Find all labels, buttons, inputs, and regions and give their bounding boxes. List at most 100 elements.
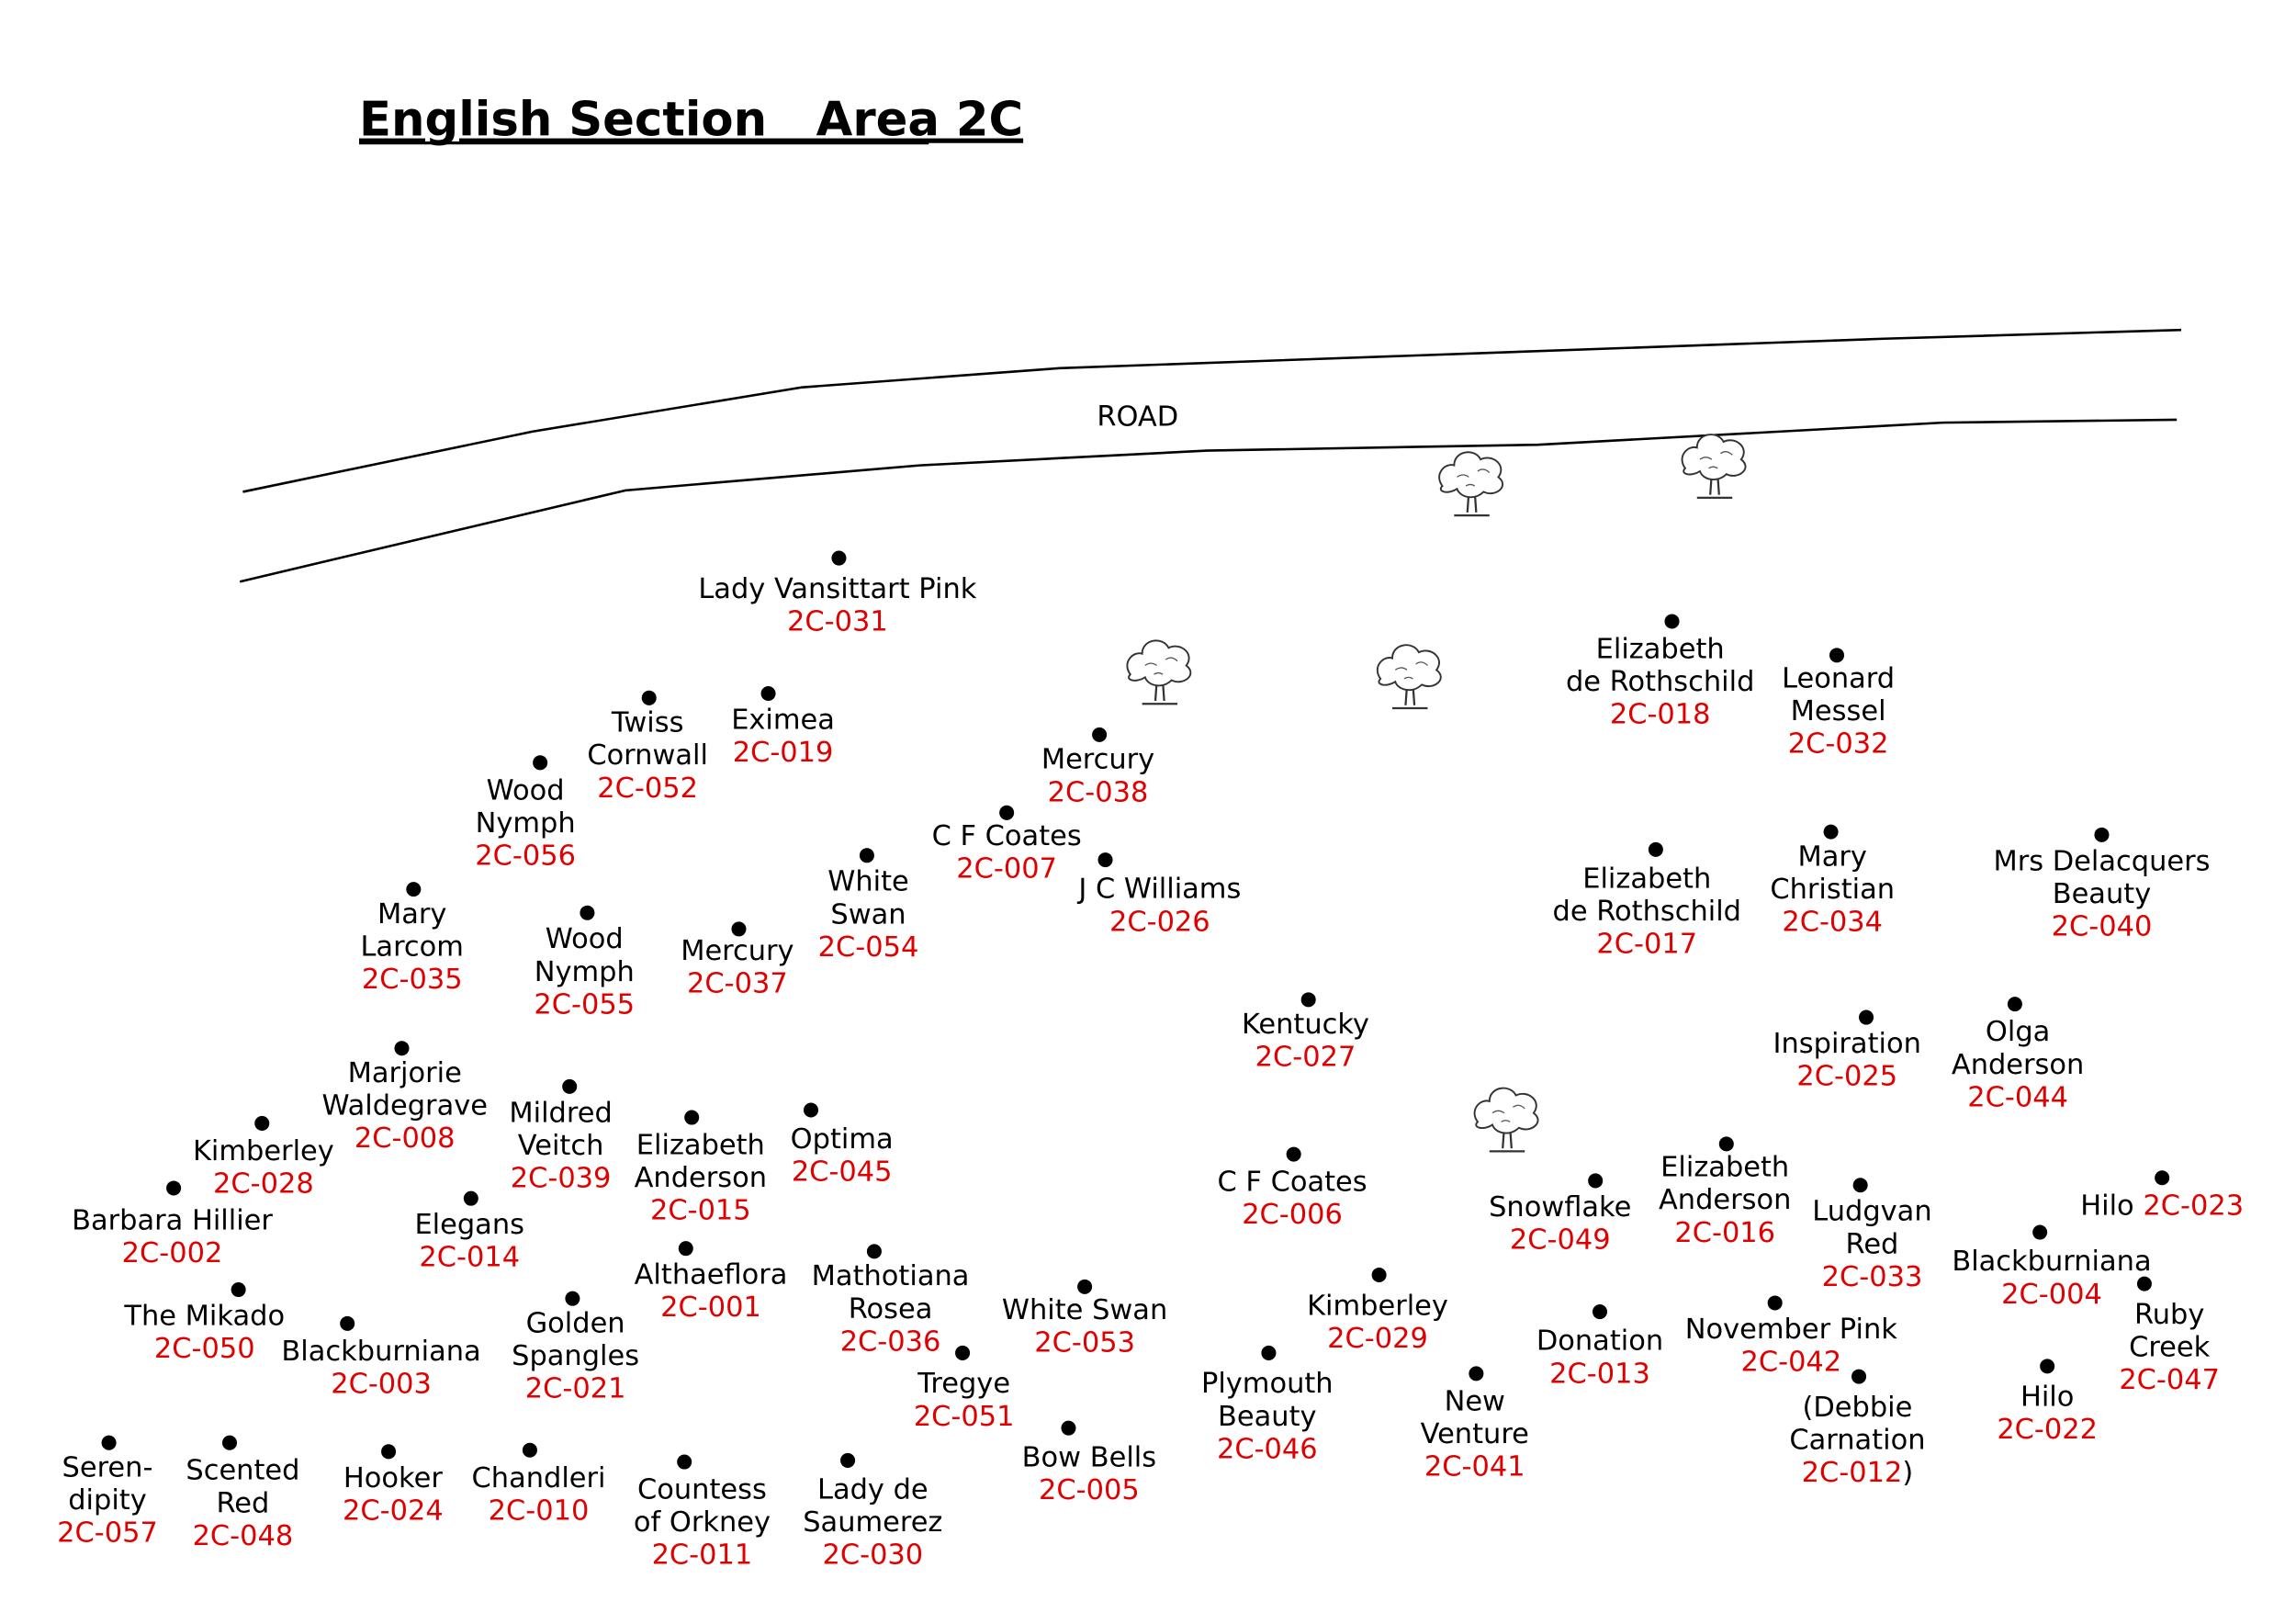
plant-name: Messel (1791, 695, 1886, 727)
plant-code-line: 2C-053 (1034, 1327, 1135, 1359)
plant-label: Hilo 2C-023 (2080, 1190, 2244, 1222)
road-edge (242, 328, 2182, 493)
plant-name: Larcom (360, 931, 463, 964)
plant-marker (533, 755, 548, 771)
plant-name: Mathotiana (812, 1260, 970, 1292)
plant-name: de Rothschild (1566, 666, 1754, 698)
plant-code: 2C-051 (914, 1401, 1015, 1433)
plant-code-line: 2C-021 (525, 1373, 626, 1405)
plant-name: J C Williams (1076, 874, 1241, 906)
plant-name: Wood (546, 923, 624, 955)
plant-code-line: 2C-041 (1424, 1451, 1525, 1483)
plant-name: Golden (526, 1308, 625, 1340)
plant-code-line: 2C-054 (818, 931, 919, 964)
plant-marker (1664, 614, 1680, 629)
plant-code: 2C-001 (660, 1291, 761, 1324)
plant-code: 2C-052 (597, 773, 698, 805)
plant-name: Ruby (2134, 1299, 2204, 1331)
plant-code: 2C-056 (475, 840, 576, 873)
plant-marker (101, 1435, 117, 1450)
plant-code-line: 2C-025 (1796, 1061, 1897, 1093)
plant-name: Leonard (1782, 663, 1895, 695)
plant-name: The Mikado (123, 1300, 285, 1332)
plant-name: Wood (487, 774, 565, 806)
plant-code-line: 2C-049 (1510, 1224, 1611, 1256)
plant-name: Snowflake (1489, 1191, 1631, 1224)
plant-marker (580, 905, 595, 920)
plant-marker (1829, 648, 1845, 663)
plant-code-line: 2C-032 (1788, 728, 1889, 761)
plant-code: 2C-047 (2119, 1364, 2220, 1396)
plant-name: dipity (68, 1484, 147, 1517)
plant-code-line: 2C-017 (1596, 929, 1697, 961)
plant-name: Twiss (611, 707, 684, 739)
plant-name: Christian (1770, 874, 1895, 906)
plant-name: Elegans (414, 1209, 524, 1241)
plant-code-line: 2C-044 (1967, 1081, 2068, 1113)
plant-marker (731, 921, 747, 937)
plant-code: 2C-042 (1740, 1346, 1841, 1378)
plant-code-line: 2C-052 (597, 773, 698, 805)
plant-code: 2C-024 (343, 1494, 444, 1527)
plant-name: Beauty (1218, 1401, 1317, 1433)
plant-marker (1852, 1178, 1868, 1193)
plant-name: White (827, 866, 909, 898)
plant-name: de Rothschild (1553, 896, 1741, 928)
plant-code-line: 2C-048 (193, 1520, 294, 1552)
plant-name: Anderson (1659, 1184, 1791, 1216)
plant-marker (999, 805, 1015, 820)
plant-code: 2C-010 (489, 1494, 590, 1527)
plant-code-line: 2C-027 (1255, 1042, 1356, 1074)
plant-name: Seren- (62, 1452, 153, 1484)
plant-code-line: 2C-022 (1997, 1414, 2098, 1446)
tree-icon (1473, 1087, 1539, 1153)
plant-name: Hilo (2080, 1190, 2133, 1222)
plant-name: Hooker (343, 1462, 443, 1494)
plant-marker (1588, 1173, 1604, 1189)
plant-code-line: 2C-038 (1048, 776, 1149, 808)
plant-code-line: 2C-024 (343, 1494, 444, 1527)
plant-code: 2C-006 (1242, 1199, 1343, 1231)
plant-name: Lady de (817, 1474, 929, 1506)
plant-code: 2C-026 (1109, 906, 1210, 938)
plant-marker (1851, 1369, 1867, 1384)
plant-code-line: 2C-033 (1822, 1261, 1923, 1293)
plant-name: C F Coates (1217, 1167, 1367, 1199)
plant-code: 2C-021 (525, 1373, 626, 1405)
tree-icon (1376, 644, 1442, 710)
plant-code: 2C-048 (193, 1520, 294, 1552)
plant-name: Donation (1536, 1325, 1663, 1358)
plant-name: Optima (791, 1123, 894, 1156)
plant-name: Mercury (681, 935, 793, 967)
page-title: English Section Area 2C (359, 93, 1023, 148)
plant-name: Scented (186, 1455, 299, 1487)
plant-marker (562, 1078, 578, 1094)
plant-code: 2C-040 (2052, 910, 2153, 942)
plant-code-line: 2C-029 (1327, 1323, 1428, 1355)
plant-code-line: 2C-031 (787, 605, 888, 637)
plant-code-line: 2C-004 (2001, 1279, 2102, 1311)
plant-code-line: 2C-015 (650, 1195, 751, 1227)
plant-name: Mercury (1041, 744, 1154, 776)
plant-code: 2C-045 (792, 1156, 893, 1189)
